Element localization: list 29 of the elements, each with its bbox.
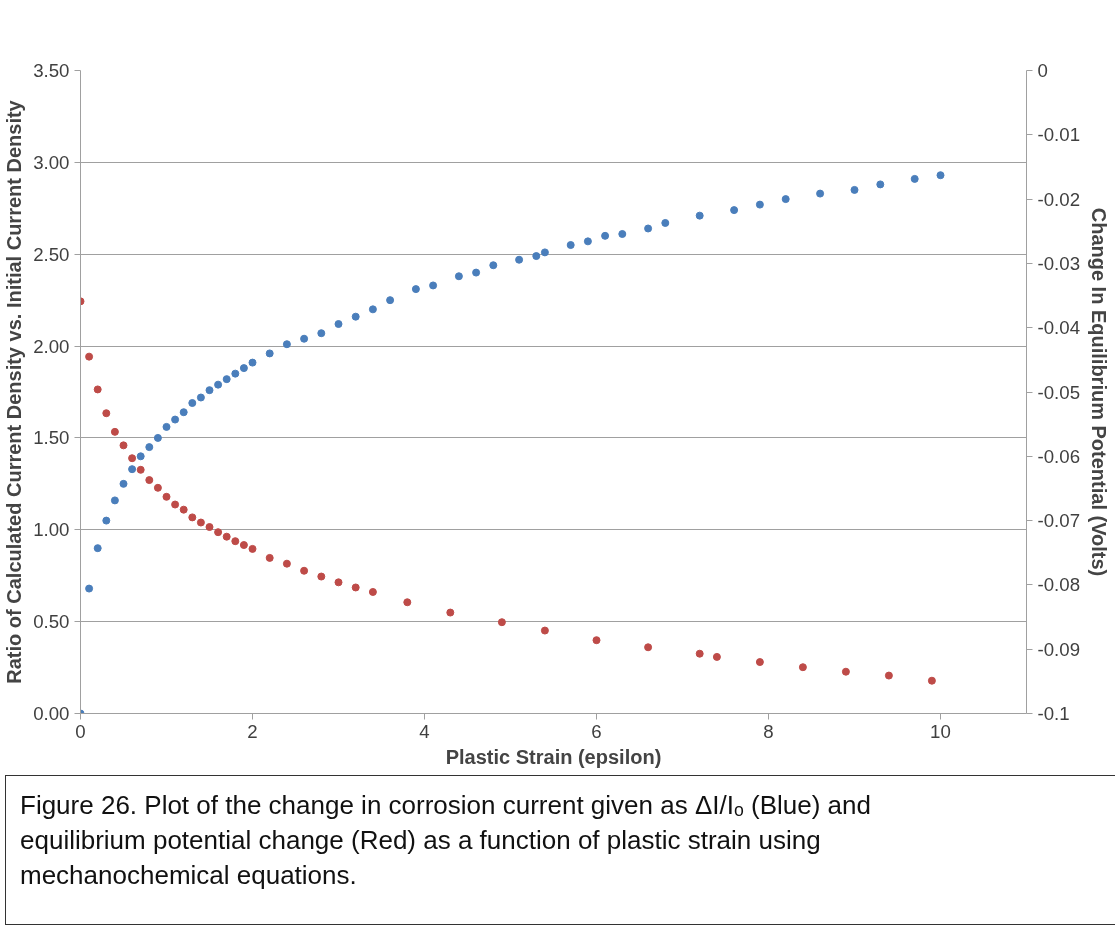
y-tick-label: 3.50: [33, 60, 70, 81]
x-tick-label: 0: [75, 720, 86, 742]
y-tick-label: 0.00: [33, 703, 70, 724]
y2-tick-label: -0.03: [1037, 252, 1081, 274]
x-tick-label: 4: [419, 720, 430, 742]
y2-axis-title: Change In Equilibrium Potential (Volts): [1088, 207, 1111, 577]
y-axis-title: Ratio of Calculated Current Density vs. Initial Current Density: [3, 99, 26, 684]
x-tick-label: 10: [930, 720, 951, 742]
y2-tick-label: -0.07: [1037, 510, 1081, 532]
y2-tick-label: -0.01: [1037, 124, 1081, 146]
y2-tick-label: -0.1: [1037, 703, 1070, 724]
y-tick-label: 1.00: [33, 519, 70, 541]
caption: Figure 26. Plot of the change in corrosion current given as ΔI/Iₒ (Blue) and equilibrium potential change (Red) as a function of plastic strain using mechanochemical equations.: [20, 789, 872, 893]
y-tick-label: 2.50: [33, 243, 70, 265]
y2-tick-label: -0.04: [1037, 317, 1081, 339]
x-tick-label: 6: [591, 720, 602, 742]
x-tick-label: 8: [763, 720, 774, 742]
y-tick-label: 0.50: [33, 611, 70, 633]
y2-tick-label: -0.09: [1037, 638, 1081, 660]
y2-tick-label: -0.05: [1037, 381, 1081, 403]
y2-tick-label: -0.06: [1037, 445, 1081, 467]
x-tick-label: 2: [247, 720, 258, 742]
y2-tick-label: -0.02: [1037, 188, 1081, 210]
y-tick-label: 3.00: [33, 151, 70, 173]
y2-tick-label: 0: [1037, 60, 1048, 81]
y2-tick-label: -0.08: [1037, 574, 1081, 596]
y-tick-label: 2.00: [33, 335, 70, 357]
y-tick-label: 1.50: [33, 427, 70, 449]
x-axis-title: Plastic Strain (epsilon): [445, 745, 662, 768]
